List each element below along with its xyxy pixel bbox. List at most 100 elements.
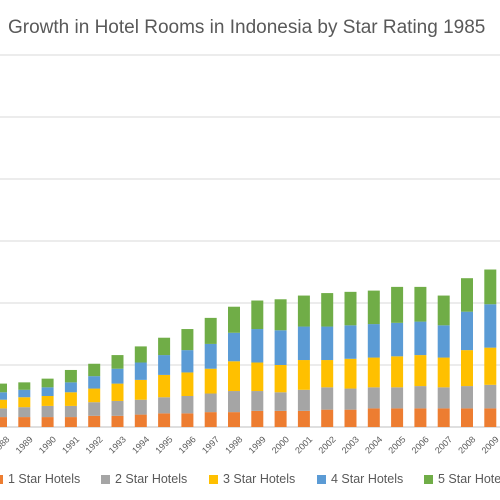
legend-item: 4 Star Hotels (317, 472, 403, 486)
bar-2002-series-2 (321, 387, 334, 410)
bar-1997-series-1 (204, 412, 217, 427)
bar-2003-series-1 (344, 409, 357, 427)
bar-1989-series-5 (18, 382, 31, 390)
legend-label: 4 Star Hotels (331, 472, 404, 486)
bar-1994-series-4 (134, 362, 147, 380)
bar-2005-series-4 (391, 322, 404, 357)
bar-2004-series-1 (367, 408, 380, 427)
x-tick-label: 1996 (177, 434, 198, 455)
legend: 1 Star Hotels 2 Star Hotels 3 Star Hotels 4… (0, 472, 500, 490)
bar-1991-series-2 (64, 405, 77, 418)
bar-1990-series-4 (41, 387, 54, 396)
bar-1991-series-4 (64, 382, 77, 393)
bar-2004-series-2 (367, 387, 380, 409)
bar-1996-series-4 (181, 350, 194, 373)
bar-1988-series-3 (0, 399, 7, 409)
bar-1988-series-5 (0, 383, 7, 393)
bar-1992-series-3 (88, 388, 101, 403)
bar-2005-series-1 (391, 408, 404, 427)
bar-1997-series-2 (204, 393, 217, 413)
x-tick-label: 1995 (153, 434, 174, 455)
legend-swatch (424, 474, 433, 484)
bar-1995-series-1 (158, 413, 171, 427)
bar-1996-series-3 (181, 372, 194, 396)
x-tick-label: 2006 (410, 434, 431, 455)
x-tick-label: 2002 (316, 434, 337, 455)
bar-1999-series-5 (251, 300, 264, 330)
x-tick-label: 1997 (200, 434, 221, 455)
bar-2001-series-2 (297, 389, 310, 411)
x-tick-label: 1990 (37, 434, 58, 455)
bar-2002-series-1 (321, 409, 334, 427)
legend-item: 1 Star Hotels (0, 472, 80, 486)
bar-1993-series-3 (111, 383, 124, 401)
bar-2009-series-2 (484, 384, 497, 409)
bar-1996-series-2 (181, 396, 194, 414)
x-tick-label: 2004 (363, 434, 384, 455)
x-tick-label: 2000 (270, 434, 291, 455)
x-tick-label: 2007 (433, 434, 454, 455)
bar-2005-series-3 (391, 356, 404, 388)
bar-1995-series-4 (158, 355, 171, 375)
bar-1996-series-1 (181, 413, 194, 427)
bar-2000-series-4 (274, 330, 287, 365)
bar-1998-series-4 (228, 332, 240, 362)
bar-2006-series-1 (414, 408, 427, 427)
bar-2000-series-2 (274, 392, 287, 411)
legend-item: 3 Star Hotels (209, 472, 295, 486)
legend-swatch (101, 474, 110, 484)
bar-2001-series-5 (297, 295, 310, 327)
bar-2002-series-4 (321, 326, 334, 361)
bar-2005-series-5 (391, 286, 404, 323)
x-tick-label: 2001 (293, 434, 314, 455)
bar-1988-series-1 (0, 417, 7, 427)
bar-1999-series-2 (251, 391, 264, 411)
bar-1999-series-1 (251, 410, 264, 427)
bar-2009-series-4 (484, 304, 497, 348)
bar-1990-series-5 (41, 378, 54, 388)
bar-2002-series-3 (321, 360, 334, 388)
x-tick-label: 2008 (456, 434, 477, 455)
bar-1990-series-1 (41, 417, 54, 427)
stacked-bar-chart: 1988 1989 1990 1991 1992 1993 1994 1995 1996 1997… (0, 54, 500, 455)
x-tick-label: 2003 (340, 434, 361, 455)
bar-1997-series-5 (204, 317, 217, 344)
bar-1999-series-3 (251, 362, 264, 392)
bar-1994-series-5 (134, 346, 147, 363)
bar-1992-series-4 (88, 376, 101, 389)
bar-1989-series-2 (18, 407, 31, 418)
legend-swatch (209, 474, 218, 484)
bar-1995-series-3 (158, 374, 171, 398)
bar-1992-series-2 (88, 402, 101, 416)
bar-2007-series-4 (437, 325, 450, 358)
bar-2008-series-4 (461, 311, 473, 351)
bar-1994-series-2 (134, 399, 147, 415)
bar-2003-series-4 (344, 325, 357, 359)
bar-2006-series-4 (414, 321, 427, 356)
bar-2000-series-3 (274, 365, 287, 393)
bar-1997-series-3 (204, 368, 217, 394)
bar-1995-series-5 (158, 337, 171, 356)
bar-2006-series-5 (414, 286, 427, 322)
bar-1996-series-5 (181, 329, 194, 351)
bar-1994-series-1 (134, 414, 147, 427)
bar-1988-series-2 (0, 408, 7, 418)
bar-1999-series-4 (251, 329, 264, 363)
bar-1988-series-4 (0, 392, 7, 400)
bar-2009-series-3 (484, 347, 497, 385)
legend-swatch (317, 474, 326, 484)
bar-2001-series-1 (297, 410, 310, 427)
bar-2009-series-1 (484, 408, 497, 427)
bar-1998-series-3 (228, 361, 240, 392)
bar-1989-series-3 (18, 397, 31, 408)
bar-1998-series-2 (228, 391, 240, 413)
bar-1991-series-1 (64, 417, 77, 427)
bar-2004-series-3 (367, 357, 380, 388)
bar-1989-series-4 (18, 389, 31, 398)
bar-1991-series-3 (64, 392, 77, 406)
bar-2005-series-2 (391, 387, 404, 409)
bar-2007-series-5 (437, 295, 450, 326)
bar-2008-series-3 (461, 350, 473, 387)
x-tick-label: 1992 (83, 434, 104, 455)
bar-2007-series-1 (437, 408, 450, 427)
